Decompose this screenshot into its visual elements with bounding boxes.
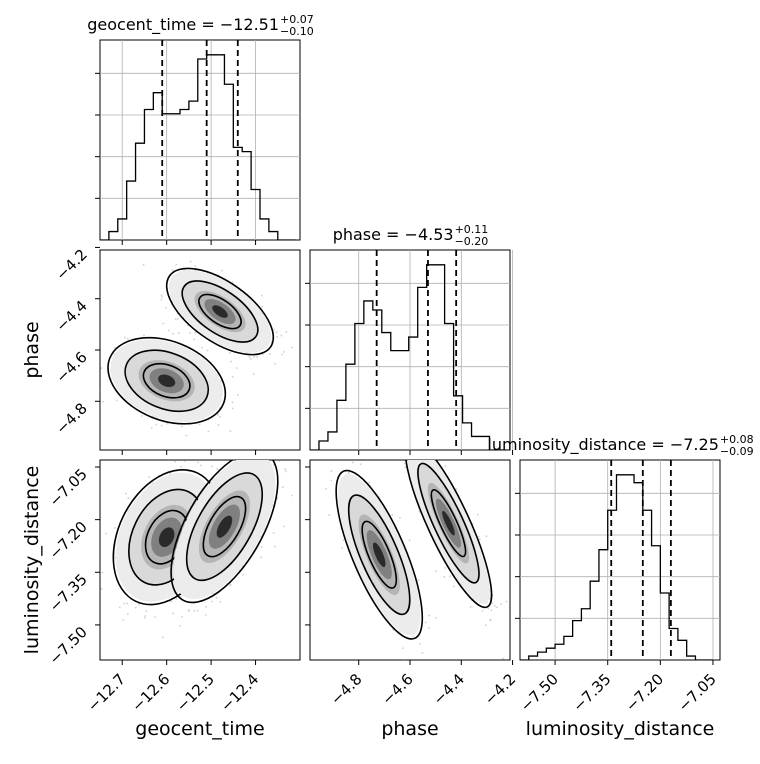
y-axis-label-phase: phase	[21, 321, 43, 378]
panel-phase-vs-luminosity_distance	[309, 459, 511, 661]
contour-line	[361, 520, 398, 589]
contour-line	[335, 469, 424, 640]
density-shade	[158, 527, 175, 548]
x-axis-luminosity_distance: −7.50 −7.35 −7.20 −7.05 luminosity_distance	[517, 660, 720, 740]
panel-title-luminosity_distance: luminosity_distance = −7.25	[487, 435, 718, 455]
x-tick-label: −4.6	[378, 670, 416, 708]
density-shade	[212, 305, 228, 318]
y-tick-label: −4.2	[52, 246, 90, 284]
contour-line	[165, 267, 275, 356]
err-plus: +0.07	[280, 13, 314, 26]
panel-phase-hist: phase = −4.53 +0.11−0.20	[305, 223, 513, 451]
x-tick-label: −12.4	[217, 670, 262, 715]
contour-line	[202, 495, 247, 558]
x-tick-label: −12.6	[128, 670, 173, 715]
y-tick-label: −7.20	[46, 518, 91, 563]
y-tick-label: −4.4	[52, 297, 90, 335]
density-shade	[216, 515, 233, 538]
panel-title-geocent_time: geocent_time = −12.51	[87, 15, 279, 35]
x-axis-label-geocent_time: geocent_time	[135, 718, 264, 740]
y-axis-label-luminosity_distance: luminosity_distance	[21, 466, 43, 655]
y-tick-label: −7.35	[46, 570, 91, 615]
y-tick-label: −7.50	[46, 623, 91, 668]
x-tick-label: −12.5	[173, 670, 218, 715]
y-tick-label: −4.8	[52, 399, 90, 437]
histogram-step	[100, 54, 296, 240]
contour-line	[124, 349, 210, 413]
panel-frame	[99, 39, 301, 241]
contour-line	[430, 489, 467, 558]
x-tick-label: −4.2	[481, 670, 519, 708]
panel-geocent_time-vs-luminosity_distance	[99, 459, 301, 661]
x-axis-label-phase: phase	[381, 718, 438, 740]
y-tick-label: −4.6	[52, 348, 90, 386]
contour-line	[417, 462, 480, 584]
contour-line	[170, 460, 279, 604]
err-plus: +0.08	[720, 433, 754, 446]
err-minus: −0.10	[280, 25, 314, 38]
density-shade	[372, 542, 386, 568]
y-axis-phase: −4.8 −4.6 −4.4 −4.2 phase	[21, 246, 100, 438]
y-tick-label: −7.05	[46, 465, 91, 510]
x-axis-label-luminosity_distance: luminosity_distance	[526, 718, 715, 740]
x-tick-label: −4.8	[327, 670, 365, 708]
err-plus: +0.11	[455, 223, 489, 236]
contour-line	[347, 494, 411, 616]
density-shade	[442, 510, 455, 536]
x-tick-label: −4.4	[430, 670, 468, 708]
err-minus: −0.09	[720, 445, 754, 458]
err-minus: −0.20	[455, 235, 489, 248]
density-shade	[158, 374, 176, 388]
histogram-step	[310, 264, 508, 450]
panel-luminosity_distance-hist: luminosity_distance = −7.25 +0.08−0.09	[487, 433, 754, 661]
contour-line	[185, 472, 264, 582]
panel-geocent_time-hist: geocent_time = −12.51 +0.07−0.10	[87, 13, 314, 241]
x-tick-label: −7.50	[517, 670, 562, 715]
x-tick-label: −12.7	[84, 670, 129, 715]
panel-frame	[519, 459, 721, 661]
x-tick-label: −7.05	[675, 670, 720, 715]
x-tick-label: −7.35	[569, 670, 614, 715]
panel-title-phase: phase = −4.53	[333, 225, 454, 244]
contour-line	[404, 460, 493, 609]
panel-geocent_time-vs-phase	[99, 249, 301, 451]
contour-line	[198, 293, 242, 330]
contour-line	[181, 280, 259, 343]
x-tick-label: −7.20	[622, 670, 667, 715]
contour-line	[107, 336, 227, 425]
contour-line	[142, 362, 191, 399]
